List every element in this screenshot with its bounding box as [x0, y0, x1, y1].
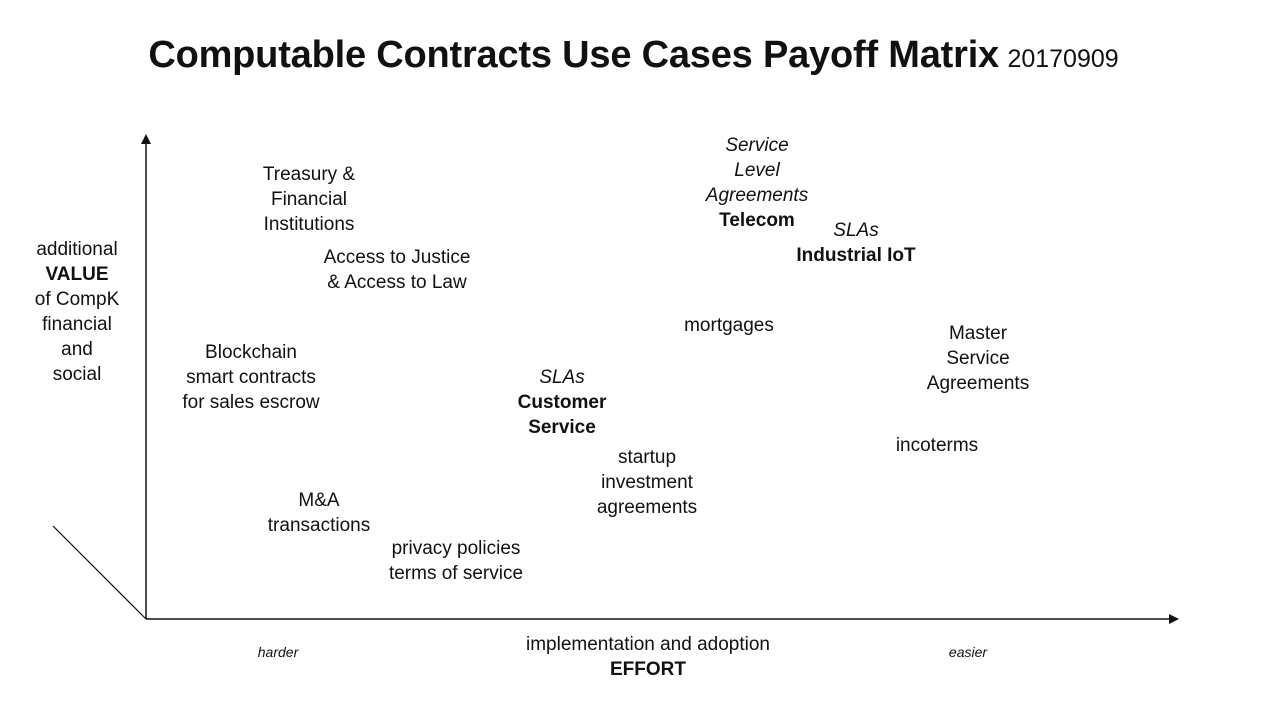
- use-case-startup-investment: startup investment agreements: [596, 447, 698, 518]
- use-case-blockchain: Blockchain smart contracts for sales esc…: [182, 342, 320, 413]
- y-axis-label-line: social: [52, 364, 102, 385]
- use-case-sla-customer-service: SLAs Customer Service: [517, 367, 607, 438]
- x-axis-label-effort: EFFORT: [609, 659, 686, 680]
- x-axis-easier-label: easier: [948, 644, 988, 660]
- use-case-mortgages: mortgages: [684, 315, 774, 336]
- y-axis-label-value: VALUE: [45, 264, 109, 285]
- use-case-treasury: Treasury & Financial Institutions: [262, 164, 356, 235]
- x-axis-arrowhead: [1169, 614, 1179, 624]
- x-axis-harder-label: harder: [257, 644, 299, 660]
- y-axis-label-line: and: [61, 339, 93, 360]
- page-title: Computable Contracts Use Cases Payoff Ma…: [0, 34, 1267, 77]
- title-date: 20170909: [1007, 45, 1119, 73]
- y-axis-label: additional VALUE of CompK financial and …: [35, 237, 119, 387]
- y-axis-label-line: of CompK: [34, 289, 120, 310]
- x-axis-label-line: implementation and adoption: [525, 634, 771, 655]
- use-case-master-service-agreements: Master Service Agreements: [926, 323, 1030, 394]
- y-axis-label-line: additional: [36, 239, 118, 260]
- use-case-sla-telecom: Service Level Agreements Telecom: [705, 135, 809, 231]
- use-case-m-and-a: M&A transactions: [267, 490, 371, 536]
- use-case-sla-industrial-iot: SLAs Industrial IoT: [796, 220, 916, 266]
- y-axis-arrowhead: [141, 134, 151, 144]
- diagonal-axis-line: [52, 525, 147, 620]
- use-case-privacy-policies: privacy policies terms of service: [388, 538, 524, 584]
- title-main: Computable Contracts Use Cases Payoff Ma…: [148, 34, 999, 76]
- y-axis-label-line: financial: [42, 314, 112, 335]
- use-case-access-to-justice: Access to Justice & Access to Law: [323, 247, 471, 293]
- x-axis-label: implementation and adoption EFFORT: [526, 632, 770, 682]
- use-case-incoterms: incoterms: [895, 435, 979, 456]
